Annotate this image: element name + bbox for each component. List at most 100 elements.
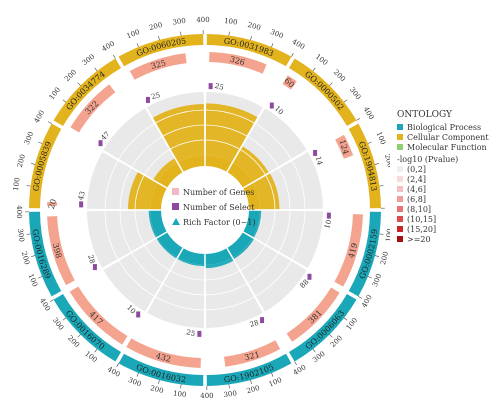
select-marker — [98, 140, 103, 147]
tick-label: 400 — [15, 205, 23, 218]
richfactor-bar-GO:0016032 — [177, 257, 205, 267]
tick-mark — [180, 31, 182, 36]
tick-label: 300 — [81, 53, 96, 68]
richfactor-bar-GO:0006063 — [232, 237, 254, 259]
legend-label: (4,6] — [407, 184, 426, 194]
tick-label: 100 — [173, 389, 187, 399]
sector-separator — [144, 105, 184, 173]
richfactor-bar-GO:1902105 — [205, 257, 234, 269]
tick-mark — [38, 141, 43, 144]
sector-band-GO:1902105 — [206, 353, 292, 386]
legend-swatch — [397, 206, 403, 212]
legend-label: (0,2] — [407, 164, 426, 174]
tick-mark — [62, 317, 67, 321]
pvalue-legend-title: -log10 (Pvalue) — [397, 155, 459, 164]
pvalue-legend-item: (8,10] — [397, 204, 497, 214]
select-marker — [79, 201, 84, 208]
inner-band — [150, 183, 167, 210]
legend-label: (10,15] — [407, 214, 437, 224]
pvalue-legend-item: (2,4] — [397, 174, 497, 184]
select-ring — [252, 210, 323, 268]
select-label: 88 — [299, 278, 311, 290]
tick-label: 200 — [149, 384, 164, 395]
legend: ONTOLOGY Biological Process Cellular Comp… — [397, 110, 497, 244]
sector-separator — [226, 105, 266, 173]
genes-bar-GO:0006063 — [286, 287, 340, 342]
legend-swatch — [397, 236, 403, 242]
sector-separator — [242, 231, 310, 271]
genes-bar-label: 325 — [150, 58, 167, 71]
center-legend-label: Rich Factor (0~1) — [183, 218, 256, 227]
select-label: 43 — [77, 190, 87, 201]
ontology-legend-item: Molecular Function — [397, 142, 497, 152]
tick-label: 400 — [200, 392, 213, 400]
genes-bar-GO:1904813 — [335, 134, 354, 159]
legend-label: Cellular Component — [407, 132, 489, 142]
tick-mark — [312, 67, 316, 72]
tick-label: 400 — [292, 363, 308, 377]
select-label: 10 — [323, 219, 333, 230]
tick-mark — [136, 43, 139, 48]
tick-label: 200 — [246, 384, 261, 395]
sector-separator — [100, 231, 168, 271]
tick-mark — [312, 348, 316, 353]
genes-bar-label: 321 — [244, 350, 261, 363]
select-marker — [307, 273, 312, 280]
legend-swatch — [397, 186, 403, 192]
inner-band — [227, 162, 253, 188]
tick-mark — [113, 54, 116, 59]
sector-band-GO:0016070 — [53, 293, 122, 362]
center-legend-swatch — [172, 203, 179, 210]
tick-label: 100 — [384, 228, 390, 242]
inner-band — [243, 183, 260, 210]
richfactor-bar-GO:0016289 — [148, 210, 158, 238]
tick-label: 100 — [345, 316, 360, 331]
richfactor-bar-GO:0005839 — [127, 172, 158, 210]
tick-label: 200 — [148, 21, 163, 32]
tick-mark — [250, 379, 252, 384]
pvalue-legend-item: (10,15] — [397, 214, 497, 224]
inner-band — [150, 210, 167, 237]
tick-mark — [158, 36, 160, 41]
legend-swatch — [397, 226, 403, 232]
tick-mark — [356, 118, 361, 121]
tick-mark — [358, 296, 362, 299]
legend-swatch — [397, 176, 403, 182]
inner-band — [178, 248, 205, 265]
genes-bar-label: 20 — [47, 198, 58, 210]
tick-mark — [250, 36, 252, 41]
select-marker — [260, 317, 265, 324]
sector-band-GO:0000502 — [288, 58, 357, 127]
tick-label: 100 — [48, 86, 63, 101]
tick-mark — [379, 233, 384, 235]
legend-label: >=20 — [407, 234, 431, 244]
tick-mark — [343, 317, 348, 321]
tick-mark — [136, 372, 139, 377]
genes-bar-label: 419 — [347, 242, 360, 259]
tick-label: 200 — [16, 153, 27, 168]
tick-label: 100 — [314, 53, 329, 68]
tick-label: 300 — [269, 28, 284, 40]
tick-label: 100 — [126, 28, 141, 40]
richfactor-bar-GO:1904813 — [252, 173, 280, 210]
tick-label: 200 — [332, 68, 347, 83]
tick-label: 400 — [290, 38, 306, 52]
genes-bar-GO:0016032 — [126, 338, 201, 368]
tick-label: 300 — [348, 86, 363, 101]
tick-label: 400 — [106, 365, 122, 379]
genes-bar-label: 398 — [51, 242, 64, 259]
inner-band — [243, 210, 260, 237]
grid-ring — [119, 124, 291, 296]
tick-mark — [31, 255, 36, 257]
richfactor-bar-GO:0016070 — [156, 237, 178, 259]
legend-swatch — [397, 144, 403, 150]
tick-label: 200 — [20, 251, 31, 266]
pvalue-legend-item: (0,2] — [397, 164, 497, 174]
tick-label: 300 — [16, 228, 26, 242]
tick-label: 400 — [33, 109, 47, 125]
select-ring — [205, 257, 263, 328]
pvalue-legend: (0,2] (2,4] (4,6] (6,8] (8,10] (10,15] (15,20]… — [397, 164, 497, 244]
genes-bar-GO:0016289 — [47, 216, 75, 286]
tick-mark — [271, 372, 274, 377]
